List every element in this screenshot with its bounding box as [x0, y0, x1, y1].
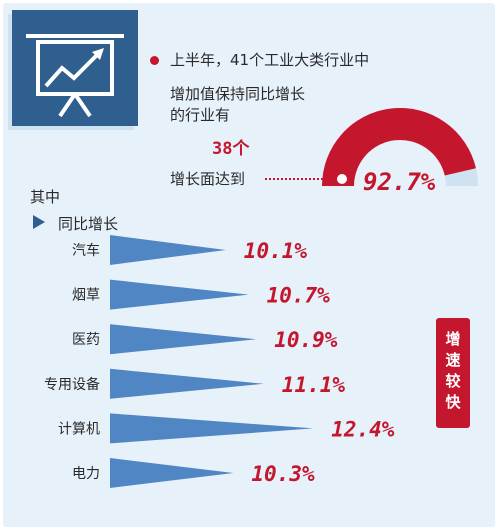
bar-triangle	[110, 368, 264, 399]
industry-count: 38个	[212, 139, 250, 159]
fast-growth-badge-text: 增速较快	[443, 331, 462, 415]
category-label: 计算机	[58, 421, 100, 437]
bar-triangle	[110, 324, 257, 355]
yoy-growth-label: 同比增长	[58, 215, 119, 233]
value-label: 12.4%	[331, 417, 395, 441]
gauge-fill	[322, 108, 476, 186]
category-label: 电力	[72, 466, 100, 482]
triangle-right-icon	[33, 215, 45, 229]
value-label: 10.1%	[244, 239, 308, 263]
value-label: 10.3%	[251, 462, 315, 486]
gauge-start-dot	[337, 174, 347, 184]
coverage-gauge	[322, 108, 478, 186]
dotted-leader-line	[265, 178, 331, 180]
bullet-dot	[150, 56, 159, 65]
headline-text: 上半年，41个工业大类行业中	[170, 51, 370, 69]
value-label: 11.1%	[282, 373, 346, 397]
subtitle-line-1: 增加值保持同比增长	[170, 85, 306, 103]
bar-triangle	[110, 235, 226, 265]
category-label: 医药	[72, 332, 100, 348]
bar-triangle	[110, 458, 234, 488]
category-label: 汽车	[72, 242, 100, 259]
section-label: 其中	[30, 188, 61, 206]
value-label: 10.9%	[274, 328, 338, 352]
coverage-percent: 92.7%	[363, 168, 436, 196]
category-label: 专用设备	[44, 376, 100, 393]
growth-coverage-label: 增长面达到	[170, 170, 246, 188]
bar-triangle	[110, 413, 314, 444]
growth-chart-board-icon	[12, 10, 138, 126]
fast-growth-badge: 增速较快	[436, 318, 470, 428]
value-label: 10.7%	[267, 284, 331, 308]
subtitle-line-2: 的行业有	[170, 106, 231, 124]
bar-triangle	[110, 279, 249, 310]
category-label: 烟草	[72, 288, 100, 304]
